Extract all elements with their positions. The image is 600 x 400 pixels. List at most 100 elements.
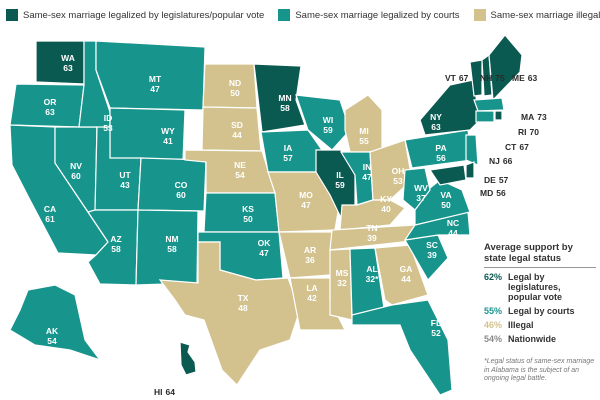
state-label-va: VA 50 — [440, 190, 451, 210]
average-pct: 55% — [484, 306, 503, 316]
state-abbr: MO — [299, 190, 313, 200]
state-md — [428, 164, 467, 186]
state-value: 73 — [537, 112, 547, 122]
state-label-sd: SD 44 — [231, 120, 243, 140]
state-value: 70 — [529, 127, 539, 137]
state-abbr: TX — [237, 293, 249, 303]
state-value: 36 — [305, 255, 315, 265]
state-abbr: GA — [399, 264, 413, 274]
state-value: 61 — [45, 214, 55, 224]
state-ms — [329, 248, 353, 321]
state-abbr: SC — [426, 240, 438, 250]
state-value: 44 — [232, 130, 242, 140]
state-abbr: CT — [505, 142, 517, 152]
state-value: 32 — [337, 278, 347, 288]
average-pct: 46% — [484, 320, 503, 330]
state-abbr: NY — [430, 112, 442, 122]
state-hi — [179, 341, 197, 376]
state-abbr: WY — [161, 126, 175, 136]
state-abbr: CO — [174, 180, 188, 190]
state-nj — [465, 134, 479, 166]
state-value: 42 — [307, 293, 317, 303]
state-label-in: IN 47 — [362, 162, 371, 182]
state-label-nm: NM 58 — [165, 234, 178, 254]
state-abbr: NC — [446, 218, 460, 228]
state-value: 53 — [103, 123, 113, 133]
state-label-co: CO 60 — [175, 180, 188, 200]
state-value: 66 — [502, 156, 513, 166]
state-abbr: VT — [445, 73, 456, 83]
state-abbr: ID — [103, 113, 113, 123]
state-label-fl: FL 52 — [431, 318, 441, 338]
state-abbr: VA — [440, 190, 452, 200]
state-abbr: WI — [322, 115, 334, 125]
state-abbr: IL — [336, 170, 344, 180]
state-value: 63 — [63, 63, 73, 73]
state-abbr: PA — [435, 143, 447, 153]
state-label-mi: MI 55 — [359, 126, 368, 146]
state-value: 43 — [120, 180, 130, 190]
state-ri — [494, 110, 503, 121]
state-label-ny: NY 63 — [430, 112, 442, 132]
state-label-wa: WA 63 — [61, 53, 75, 73]
state-value: 60 — [176, 190, 186, 200]
state-label-ma: MA 73 — [521, 112, 550, 122]
state-ga — [374, 244, 429, 306]
state-abbr: MA — [521, 112, 535, 122]
state-label-ok: OK 47 — [258, 238, 271, 258]
average-row-illegal: 46% Illegal — [484, 320, 596, 330]
state-abbr: AR — [303, 245, 317, 255]
state-label-wy: WY 41 — [161, 126, 175, 146]
state-value: 54 — [235, 170, 245, 180]
state-label-oh: OH 53 — [392, 166, 405, 186]
state-vt — [469, 59, 483, 97]
state-value: 40 — [381, 204, 391, 214]
state-me — [488, 34, 523, 102]
state-abbr: NM — [165, 234, 179, 244]
state-label-la: LA 42 — [306, 283, 317, 303]
state-ak — [9, 284, 102, 362]
average-row-nationwide: 54% Nationwide — [484, 334, 596, 344]
state-abbr: OH — [391, 166, 405, 176]
state-value: 63 — [527, 73, 538, 83]
state-abbr: IN — [362, 162, 372, 172]
state-tx — [158, 241, 301, 386]
state-value: 44 — [401, 274, 411, 284]
state-label-ut: UT 43 — [119, 170, 130, 190]
legend-item-illegal: Same-sex marriage illegal — [473, 9, 600, 21]
state-mn — [253, 63, 306, 133]
average-label: Nationwide — [508, 334, 557, 344]
state-co — [137, 157, 207, 212]
state-fl — [351, 299, 453, 396]
state-abbr: MI — [359, 126, 369, 136]
state-de — [465, 161, 475, 179]
state-value: 56 — [496, 188, 506, 198]
state-label-ga: GA 44 — [400, 264, 413, 284]
state-abbr: ND — [228, 78, 242, 88]
state-label-az: AZ 58 — [110, 234, 121, 254]
state-abbr: OK — [257, 238, 271, 248]
state-abbr: LA — [306, 283, 318, 293]
state-label-ca: CA 61 — [44, 204, 56, 224]
state-abbr: CA — [43, 204, 57, 214]
state-ma — [473, 97, 505, 112]
legend-item-legislature: Same-sex marriage legalized by legislatu… — [6, 9, 264, 21]
state-label-al: AL 32* — [366, 264, 379, 284]
average-pct: 54% — [484, 334, 503, 344]
average-support-panel: Average support by state legal status 62… — [484, 242, 596, 348]
state-value: 52 — [431, 328, 441, 338]
state-label-ks: KS 50 — [242, 204, 254, 224]
state-label-nj: NJ 66 — [489, 156, 515, 166]
average-pct: 62% — [484, 272, 503, 282]
state-label-ky: KY 40 — [380, 194, 392, 214]
state-abbr: WA — [61, 53, 75, 63]
state-abbr: SD — [231, 120, 243, 130]
state-abbr: MN — [278, 93, 292, 103]
state-value: 64 — [165, 387, 175, 397]
legend-label: Same-sex marriage legalized by legislatu… — [23, 9, 265, 21]
state-value: 53 — [393, 176, 403, 186]
state-ct — [475, 110, 495, 123]
average-label: Legal by courts — [508, 306, 575, 316]
state-label-ms: MS 32 — [336, 268, 349, 288]
